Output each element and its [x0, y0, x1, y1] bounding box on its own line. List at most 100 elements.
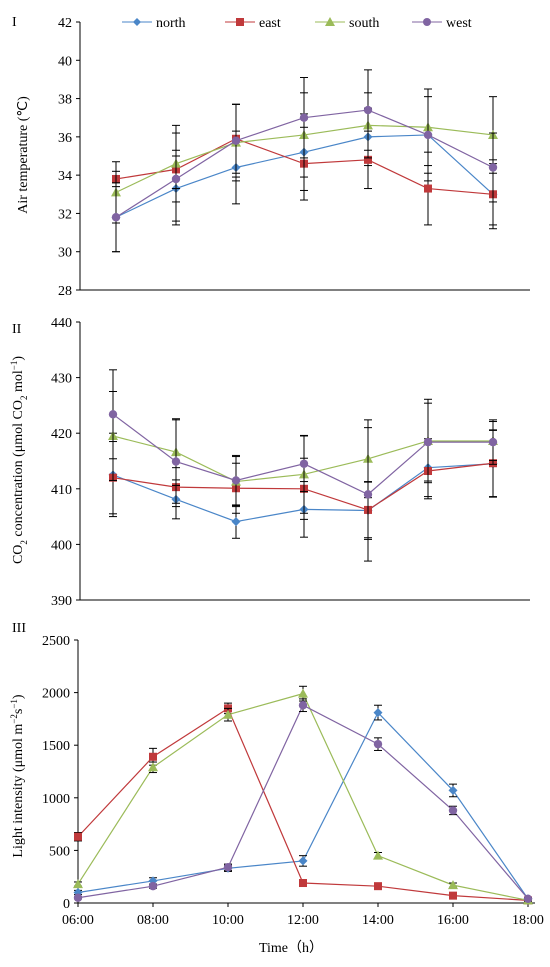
y-tick-label: 40: [58, 54, 72, 69]
data-point-west: [363, 490, 373, 499]
data-point-east: [424, 184, 432, 193]
y-tick-label: 0: [63, 897, 70, 912]
plot-area-1: 28 30 32 34 36 38 40 42: [58, 16, 530, 299]
data-point-south: [373, 850, 383, 860]
series-west: [73, 698, 533, 903]
panel-label-1: I: [12, 15, 17, 30]
data-point-west: [299, 113, 309, 122]
panel-label-2: II: [12, 322, 22, 337]
data-point-south: [148, 762, 158, 772]
data-point-east: [374, 882, 382, 891]
data-point-west: [523, 894, 533, 903]
y-tick-label: 30: [58, 246, 72, 261]
series-south: [108, 391, 498, 514]
y-tick-label: 42: [58, 16, 72, 31]
y-tick-label: 420: [51, 427, 72, 442]
data-point-west: [488, 437, 498, 447]
data-point-north: [373, 708, 383, 718]
y-tick-label: 500: [49, 844, 70, 859]
data-point-west: [488, 163, 498, 172]
x-tick-label: 06:00: [62, 913, 94, 928]
data-point-west: [148, 881, 158, 891]
data-point-west: [73, 893, 83, 902]
series-south: [73, 685, 533, 905]
y-axis-label-1: Air temperature (℃): [16, 96, 31, 214]
data-point-east: [299, 879, 307, 888]
data-point-south: [223, 709, 233, 719]
y-tick-label: 2500: [42, 634, 70, 649]
data-point-west: [298, 701, 308, 710]
y-tick-label: 32: [58, 207, 72, 222]
y-tick-label: 410: [51, 483, 72, 498]
x-tick-label: 08:00: [137, 913, 169, 928]
data-point-west: [231, 476, 241, 485]
x-tick-label: 14:00: [362, 913, 394, 928]
data-point-west: [171, 457, 181, 466]
data-point-west: [373, 739, 383, 749]
series-line-south: [77, 692, 529, 901]
series-line-west: [112, 413, 493, 496]
data-point-west: [111, 213, 121, 222]
data-point-west: [363, 105, 373, 115]
y-tick-label: 1500: [42, 739, 70, 754]
panel-light-intensity: III Light intensity (μmol m−2s−1) 0 500 10…: [9, 621, 544, 956]
legend-label-east: east: [259, 16, 281, 31]
series-line-east: [77, 707, 529, 901]
legend-item-west: west: [412, 16, 472, 31]
series-east: [74, 702, 532, 905]
data-point-west: [423, 437, 433, 447]
y-tick-label: 2000: [42, 687, 70, 702]
series-west: [111, 69, 498, 253]
x-tick-label: 18:00: [512, 913, 544, 928]
series-line-north: [77, 711, 529, 900]
legend-item-east: east: [225, 16, 281, 31]
series-north: [73, 704, 533, 904]
data-point-north: [448, 785, 458, 795]
data-point-west: [171, 174, 181, 184]
y-tick-label: 430: [51, 372, 72, 387]
x-tick-label: 10:00: [212, 913, 244, 928]
y-tick-label: 1000: [42, 792, 70, 807]
panel-air-temperature: I north east south west Ai: [12, 15, 530, 299]
y-tick-label: 38: [58, 93, 72, 108]
data-point-west: [231, 136, 241, 145]
y-tick-label: 400: [51, 538, 72, 553]
x-tick-label: 16:00: [437, 913, 469, 928]
legend-label-north: north: [156, 16, 186, 31]
x-tick-label: 12:00: [287, 913, 319, 928]
panel-label-3: III: [12, 621, 26, 636]
data-point-west: [223, 863, 233, 872]
plot-area-3: 0 500 1000 1500 2000 2500 06:00 08:00 10:00 12:00…: [42, 634, 544, 928]
data-point-south: [298, 688, 308, 698]
data-point-west: [299, 459, 309, 468]
legend-item-north: north: [122, 16, 186, 31]
data-point-east: [364, 155, 372, 164]
plot-area-2: 390 400 410 420 430 440: [51, 316, 530, 609]
data-point-north: [298, 856, 308, 866]
legend-item-south: south: [315, 16, 379, 31]
x-axis-label: Time（h）: [259, 940, 323, 956]
data-point-east: [449, 891, 457, 900]
data-point-north: [231, 517, 241, 527]
data-point-east: [149, 752, 157, 761]
y-tick-label: 28: [58, 284, 72, 299]
legend: north east south west: [122, 16, 472, 31]
data-point-west: [448, 806, 458, 815]
y-tick-label: 390: [51, 594, 72, 609]
data-point-west: [423, 130, 433, 140]
y-axis-label-3: Light intensity (μmol m−2s−1): [9, 694, 26, 858]
y-axis-label-2: CO2 concentration (μmol CO2 mol−1): [9, 356, 29, 564]
panel-co2-concentration: II CO2 concentration (μmol CO2 mol−1) 39…: [9, 316, 530, 609]
data-point-east: [74, 832, 82, 841]
data-point-south: [448, 880, 458, 890]
y-tick-label: 36: [58, 131, 72, 146]
data-point-west: [108, 410, 118, 419]
legend-label-south: south: [349, 16, 379, 31]
y-tick-label: 34: [58, 169, 72, 184]
series-west: [108, 369, 498, 562]
data-point-south: [73, 879, 83, 889]
y-tick-label: 440: [51, 316, 72, 331]
legend-label-west: west: [446, 16, 472, 31]
series-east: [109, 429, 497, 539]
